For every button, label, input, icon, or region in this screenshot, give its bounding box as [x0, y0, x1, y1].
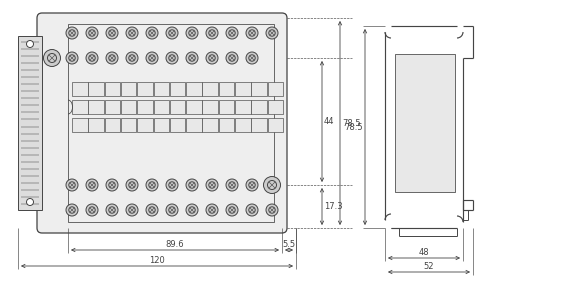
Circle shape — [186, 27, 198, 39]
Bar — [251, 82, 267, 96]
Text: 78.5: 78.5 — [345, 122, 363, 131]
Text: 89.6: 89.6 — [166, 240, 184, 249]
Circle shape — [126, 179, 138, 191]
Circle shape — [186, 179, 198, 191]
Bar — [235, 118, 251, 132]
Circle shape — [226, 27, 238, 39]
Bar — [219, 82, 234, 96]
Bar — [121, 118, 136, 132]
Text: 44: 44 — [324, 117, 335, 126]
Circle shape — [146, 27, 158, 39]
Bar — [72, 118, 87, 132]
Circle shape — [246, 179, 258, 191]
Circle shape — [26, 40, 33, 47]
Circle shape — [106, 204, 118, 216]
Bar — [170, 100, 185, 114]
Circle shape — [226, 204, 238, 216]
Bar — [219, 100, 234, 114]
Circle shape — [186, 52, 198, 64]
Bar — [395, 54, 455, 192]
Circle shape — [166, 52, 178, 64]
Bar — [137, 118, 153, 132]
Bar — [104, 118, 120, 132]
Bar — [202, 118, 218, 132]
Circle shape — [226, 179, 238, 191]
Circle shape — [246, 204, 258, 216]
Circle shape — [246, 27, 258, 39]
Circle shape — [146, 52, 158, 64]
Bar — [121, 82, 136, 96]
Bar — [251, 100, 267, 114]
Bar — [104, 82, 120, 96]
Bar — [186, 100, 202, 114]
Circle shape — [266, 27, 278, 39]
Bar — [268, 118, 283, 132]
Circle shape — [126, 204, 138, 216]
Circle shape — [206, 179, 218, 191]
Circle shape — [206, 52, 218, 64]
Bar — [202, 82, 218, 96]
FancyBboxPatch shape — [37, 13, 287, 233]
Text: 78.5: 78.5 — [342, 118, 361, 127]
Bar — [170, 118, 185, 132]
Circle shape — [166, 204, 178, 216]
Circle shape — [146, 179, 158, 191]
Bar — [121, 100, 136, 114]
Text: 52: 52 — [424, 262, 434, 271]
Bar — [104, 100, 120, 114]
Circle shape — [206, 204, 218, 216]
Bar — [137, 82, 153, 96]
Circle shape — [166, 27, 178, 39]
Bar — [170, 82, 185, 96]
Bar — [251, 118, 267, 132]
Circle shape — [186, 204, 198, 216]
Bar — [18, 36, 42, 210]
Circle shape — [66, 204, 78, 216]
Circle shape — [86, 179, 98, 191]
Bar — [235, 82, 251, 96]
Circle shape — [86, 204, 98, 216]
Circle shape — [166, 179, 178, 191]
Circle shape — [86, 27, 98, 39]
Text: 120: 120 — [149, 256, 165, 265]
Circle shape — [126, 27, 138, 39]
Text: 48: 48 — [419, 248, 429, 257]
Circle shape — [106, 27, 118, 39]
Circle shape — [66, 27, 78, 39]
Circle shape — [206, 27, 218, 39]
Bar — [153, 100, 169, 114]
Bar — [202, 100, 218, 114]
Circle shape — [66, 179, 78, 191]
Circle shape — [226, 52, 238, 64]
Circle shape — [86, 52, 98, 64]
Bar — [153, 118, 169, 132]
Circle shape — [26, 199, 33, 206]
Bar — [219, 118, 234, 132]
Bar — [88, 118, 104, 132]
Circle shape — [146, 204, 158, 216]
Circle shape — [266, 204, 278, 216]
Circle shape — [264, 176, 280, 194]
Bar — [72, 100, 87, 114]
Circle shape — [126, 52, 138, 64]
Text: 17.3: 17.3 — [324, 202, 343, 211]
Bar — [88, 100, 104, 114]
Bar — [153, 82, 169, 96]
Bar — [186, 82, 202, 96]
Circle shape — [44, 50, 61, 67]
Bar — [137, 100, 153, 114]
Text: 5.5: 5.5 — [282, 240, 296, 249]
Bar — [88, 82, 104, 96]
Bar — [268, 82, 283, 96]
Bar — [235, 100, 251, 114]
Circle shape — [106, 179, 118, 191]
Bar — [72, 82, 87, 96]
Circle shape — [66, 52, 78, 64]
Bar — [186, 118, 202, 132]
Circle shape — [106, 52, 118, 64]
Bar — [268, 100, 283, 114]
Bar — [68, 24, 274, 222]
Circle shape — [246, 52, 258, 64]
